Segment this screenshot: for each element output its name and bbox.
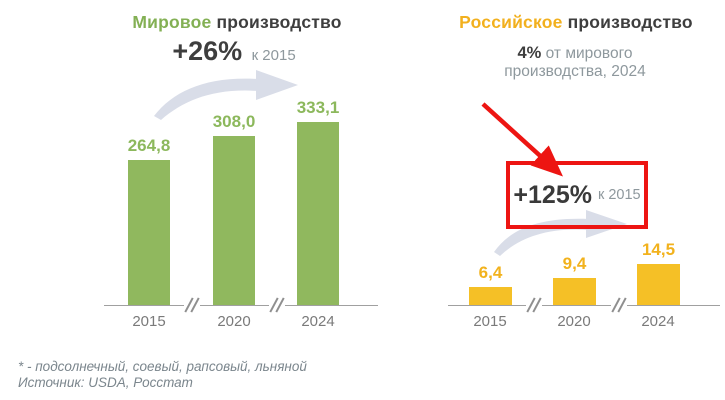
russia-share-percent: 4%	[517, 44, 542, 62]
bar-value-label: 6,4	[478, 263, 503, 282]
bar-world-2020: 308,0	[213, 112, 255, 305]
russia-title-highlight: Российское	[459, 12, 563, 32]
russia-year-2024: 2024	[641, 313, 675, 330]
world-title-highlight: Мировое	[132, 12, 212, 32]
world-x-axis	[104, 305, 378, 306]
bar-value-label: 308,0	[212, 112, 256, 131]
bar-value-label: 14,5	[641, 240, 676, 259]
russia-chart-title: Российское производство	[440, 12, 712, 33]
bar-world-2015: 264,8	[128, 136, 170, 305]
russia-share-text1: от мирового	[545, 45, 633, 62]
bar-value-label: 9,4	[562, 254, 587, 273]
world-year-2020: 2020	[217, 313, 251, 330]
bar-russia-2015: 6,4	[469, 263, 512, 305]
bar-world-2024: 333,1	[297, 98, 339, 305]
russia-year-2020: 2020	[557, 313, 591, 330]
world-year-2015: 2015	[132, 313, 166, 330]
axis-break-icon	[526, 296, 542, 314]
footnote-source: Источник: USDA, Росстат	[18, 375, 193, 390]
world-title-rest: производство	[216, 12, 342, 32]
russia-share-subtitle: 4% от мирового производства, 2024	[440, 44, 710, 81]
axis-break-icon	[611, 296, 627, 314]
bar-value-label: 264,8	[127, 136, 171, 155]
russia-title-rest: производство	[567, 12, 693, 32]
footnote: * - подсолнечный, соевый, рапсовый, льня…	[18, 359, 307, 391]
red-pointer-arrow-icon	[481, 102, 564, 177]
bar-russia-2020: 9,4	[553, 254, 596, 305]
world-growth-percent: +26%	[172, 36, 243, 66]
russia-growth-reference: к 2015	[597, 187, 641, 203]
russia-growth-callout-box: +125% к 2015	[506, 161, 648, 229]
curved-growth-arrow-icon	[154, 70, 298, 120]
bar-value-label: 333,1	[296, 98, 340, 117]
russia-x-axis	[448, 305, 720, 306]
russia-share-text2: производства, 2024	[504, 63, 646, 80]
axis-break-icon	[184, 296, 200, 314]
world-chart-title: Мировое производство	[97, 12, 377, 33]
world-growth-reference: к 2015	[251, 47, 296, 64]
bar-russia-2024: 14,5	[637, 240, 680, 305]
footnote-oils: * - подсолнечный, соевый, рапсовый, льня…	[18, 359, 307, 374]
world-growth-annotation: +26% к 2015	[94, 36, 374, 67]
axis-break-icon	[269, 296, 285, 314]
russia-year-2015: 2015	[473, 313, 507, 330]
world-year-2024: 2024	[301, 313, 335, 330]
russia-growth-percent: +125%	[513, 180, 592, 209]
